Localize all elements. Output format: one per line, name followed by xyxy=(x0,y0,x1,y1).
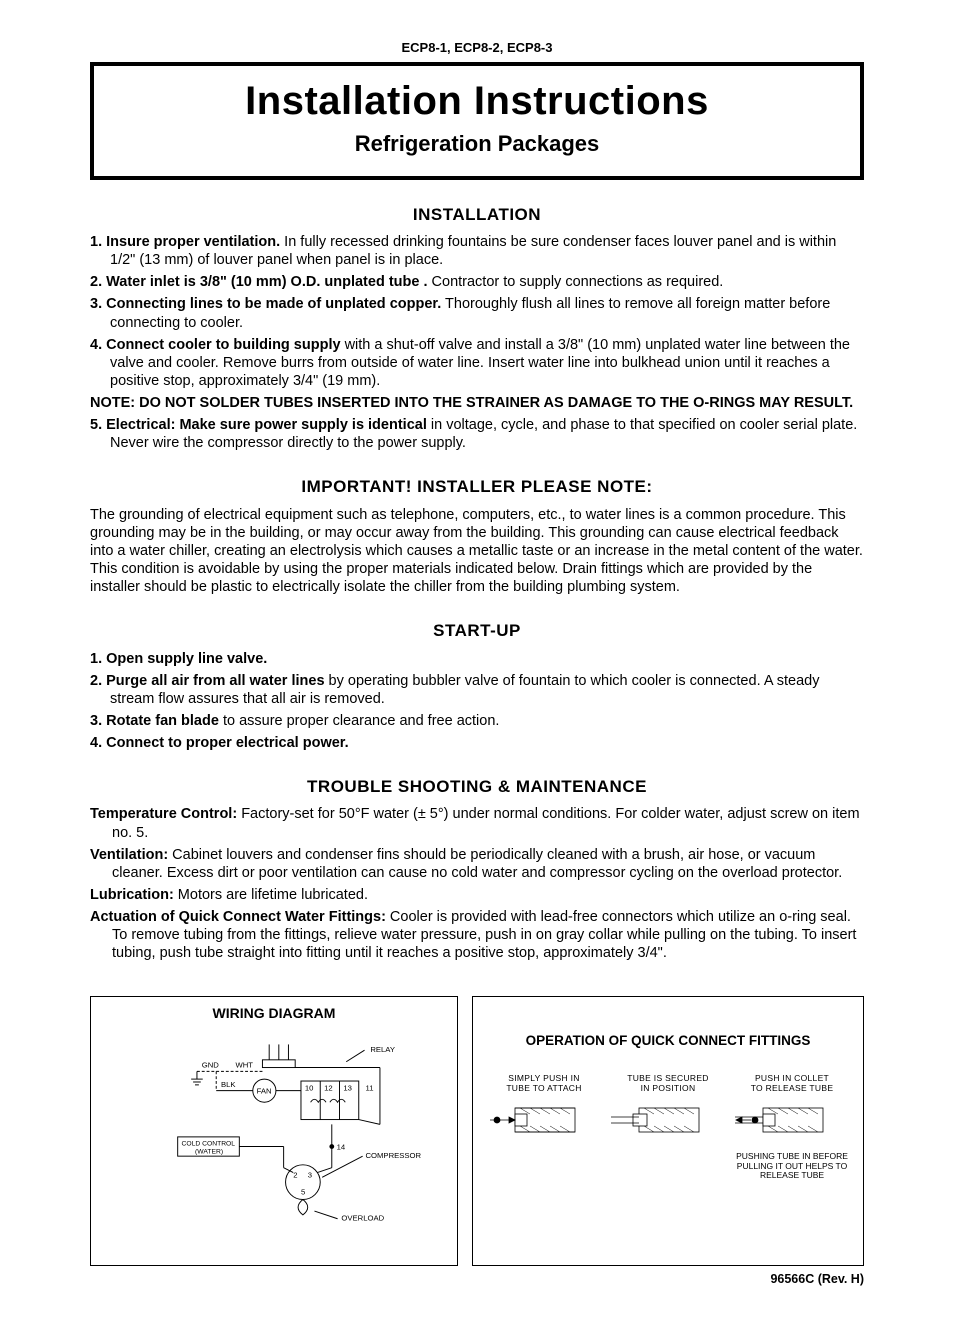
fittings-row: SIMPLY PUSH IN TUBE TO ATTACH TUBE xyxy=(485,1074,851,1181)
install-item-4: 4. Connect cooler to building supply wit… xyxy=(90,336,864,390)
wiring-diagram-box: WIRING DIAGRAM GND WHT BLK FAN RELAY xyxy=(90,996,458,1266)
fit-label-3: PUSH IN COLLET TO RELEASE TUBE xyxy=(733,1074,851,1094)
svg-text:2: 2 xyxy=(293,1170,297,1179)
ts-temp: Temperature Control: Factory-set for 50°… xyxy=(90,805,864,841)
svg-text:14: 14 xyxy=(337,1142,346,1151)
install-item-2: 2. Water inlet is 3/8" (10 mm) O.D. unpl… xyxy=(90,273,864,291)
fitting-col-2: TUBE IS SECURED IN POSITION xyxy=(609,1074,727,1181)
svg-text:3: 3 xyxy=(308,1170,312,1179)
diagram-row: WIRING DIAGRAM GND WHT BLK FAN RELAY xyxy=(90,996,864,1266)
fit-bottom-note: PUSHING TUBE IN BEFORE PULLING IT OUT HE… xyxy=(733,1152,851,1181)
svg-text:FAN: FAN xyxy=(257,1086,272,1095)
svg-text:5: 5 xyxy=(301,1188,305,1197)
svg-text:10: 10 xyxy=(305,1084,314,1093)
installation-heading: INSTALLATION xyxy=(90,204,864,225)
installation-list-5: 5. Electrical: Make sure power supply is… xyxy=(90,416,864,452)
svg-text:OVERLOAD: OVERLOAD xyxy=(341,1214,384,1223)
startup-list: 1. Open supply line valve. 2. Purge all … xyxy=(90,650,864,753)
install-item-5: 5. Electrical: Make sure power supply is… xyxy=(90,416,864,452)
svg-text:COMPRESSOR: COMPRESSOR xyxy=(366,1151,422,1160)
wiring-title: WIRING DIAGRAM xyxy=(91,1005,457,1023)
svg-text:12: 12 xyxy=(324,1084,333,1093)
fitting-col-3: PUSH IN COLLET TO RELEASE TUBE PUSHING T… xyxy=(733,1074,851,1181)
install-note: NOTE: DO NOT SOLDER TUBES INSERTED INTO … xyxy=(90,394,864,412)
startup-item-4: 4. Connect to proper electrical power. xyxy=(90,734,864,752)
install-item-1: 1. Insure proper ventilation. In fully r… xyxy=(90,233,864,269)
troubleshooting-heading: TROUBLE SHOOTING & MAINTENANCE xyxy=(90,776,864,797)
startup-heading: START-UP xyxy=(90,620,864,641)
svg-text:COLD CONTROL: COLD CONTROL xyxy=(182,1140,236,1147)
startup-item-3: 3. Rotate fan blade to assure proper cle… xyxy=(90,712,864,730)
svg-text:11: 11 xyxy=(366,1084,374,1093)
model-header: ECP8-1, ECP8-2, ECP8-3 xyxy=(90,40,864,56)
svg-text:RELAY: RELAY xyxy=(370,1045,395,1054)
installer-note-text: The grounding of electrical equipment su… xyxy=(90,506,864,597)
ts-quickconnect: Actuation of Quick Connect Water Fitting… xyxy=(90,908,864,962)
main-title: Installation Instructions xyxy=(94,76,860,126)
fitting-col-1: SIMPLY PUSH IN TUBE TO ATTACH xyxy=(485,1074,603,1181)
fit-label-2: TUBE IS SECURED IN POSITION xyxy=(609,1074,727,1094)
installation-list: 1. Insure proper ventilation. In fully r… xyxy=(90,233,864,390)
startup-item-2: 2. Purge all air from all water lines by… xyxy=(90,672,864,708)
svg-text:(WATER): (WATER) xyxy=(195,1148,223,1155)
footer-revision: 96566C (Rev. H) xyxy=(90,1272,864,1288)
fittings-diagram-box: OPERATION OF QUICK CONNECT FITTINGS SIMP… xyxy=(472,996,864,1266)
fitting-icon-2 xyxy=(609,1100,709,1140)
subtitle: Refrigeration Packages xyxy=(94,130,860,158)
startup-item-1: 1. Open supply line valve. xyxy=(90,650,864,668)
fittings-title: OPERATION OF QUICK CONNECT FITTINGS xyxy=(485,1033,851,1050)
ts-vent: Ventilation: Cabinet louvers and condens… xyxy=(90,846,864,882)
title-box: Installation Instructions Refrigeration … xyxy=(90,62,864,180)
wiring-diagram-svg: GND WHT BLK FAN RELAY 10 1 xyxy=(91,1029,457,1239)
install-item-3: 3. Connecting lines to be made of unplat… xyxy=(90,295,864,331)
fitting-icon-1 xyxy=(485,1100,585,1140)
svg-text:13: 13 xyxy=(343,1084,352,1093)
fit-label-1: SIMPLY PUSH IN TUBE TO ATTACH xyxy=(485,1074,603,1094)
svg-text:GND: GND xyxy=(202,1060,220,1069)
ts-lube: Lubrication: Motors are lifetime lubrica… xyxy=(90,886,864,904)
svg-text:BLK: BLK xyxy=(221,1080,236,1089)
fitting-icon-3 xyxy=(733,1100,833,1140)
svg-text:WHT: WHT xyxy=(235,1060,253,1069)
installer-note-heading: IMPORTANT! INSTALLER PLEASE NOTE: xyxy=(90,476,864,497)
